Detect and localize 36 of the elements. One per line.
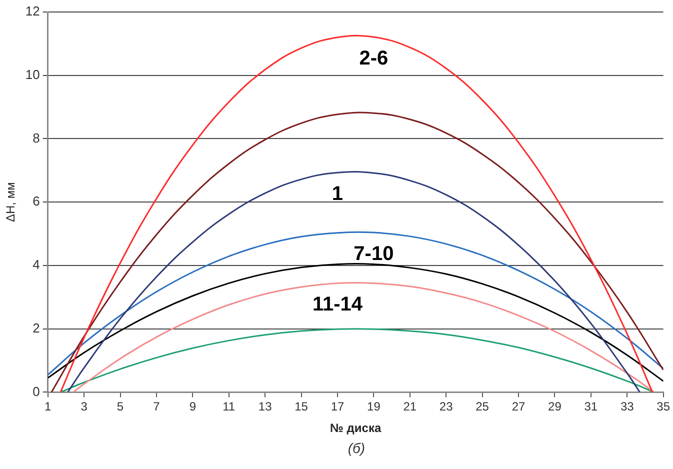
y-tick-label: 2	[32, 320, 40, 336]
x-tick-label: 13	[258, 400, 272, 414]
series-label: 2-6	[359, 48, 388, 70]
line-series	[72, 282, 656, 392]
x-tick-label: 5	[116, 400, 124, 414]
x-tick-label: 1	[44, 400, 52, 414]
x-tick-label: 33	[620, 400, 634, 414]
x-tick-label: 17	[330, 400, 344, 414]
line-series	[50, 112, 664, 392]
x-tick-label: 31	[584, 400, 598, 414]
x-tick-label: 9	[189, 400, 196, 414]
y-tick-label: 4	[32, 257, 40, 272]
x-tick-label: 3	[80, 400, 88, 414]
line-series	[67, 171, 641, 392]
y-tick-label: 12	[25, 4, 40, 19]
series-label: 11-14	[312, 294, 364, 316]
x-tick-label: 15	[294, 400, 308, 414]
x-tick-label: 19	[367, 400, 381, 414]
x-tick-label: 29	[548, 400, 562, 414]
x-tick-label: 25	[476, 400, 490, 414]
x-axis-title: № диска	[330, 421, 382, 436]
x-tick-label: 35	[656, 400, 670, 414]
y-tick-label: 10	[25, 66, 40, 82]
y-tick-label: 6	[32, 194, 40, 209]
line-series	[60, 35, 654, 392]
y-tick-label: 8	[32, 130, 40, 146]
y-tick-label: 0	[32, 384, 40, 399]
x-tick-label: 11	[222, 400, 236, 414]
x-tick-label: 7	[153, 400, 160, 414]
series-label: 7-10	[354, 243, 394, 266]
x-tick-label: 27	[512, 400, 526, 414]
y-axis-title: ΔH, мм	[4, 182, 18, 222]
x-tick-label: 21	[403, 400, 417, 414]
text: (б)	[346, 440, 366, 456]
series-label: 1	[332, 183, 344, 206]
x-tick-label: 23	[439, 400, 454, 414]
